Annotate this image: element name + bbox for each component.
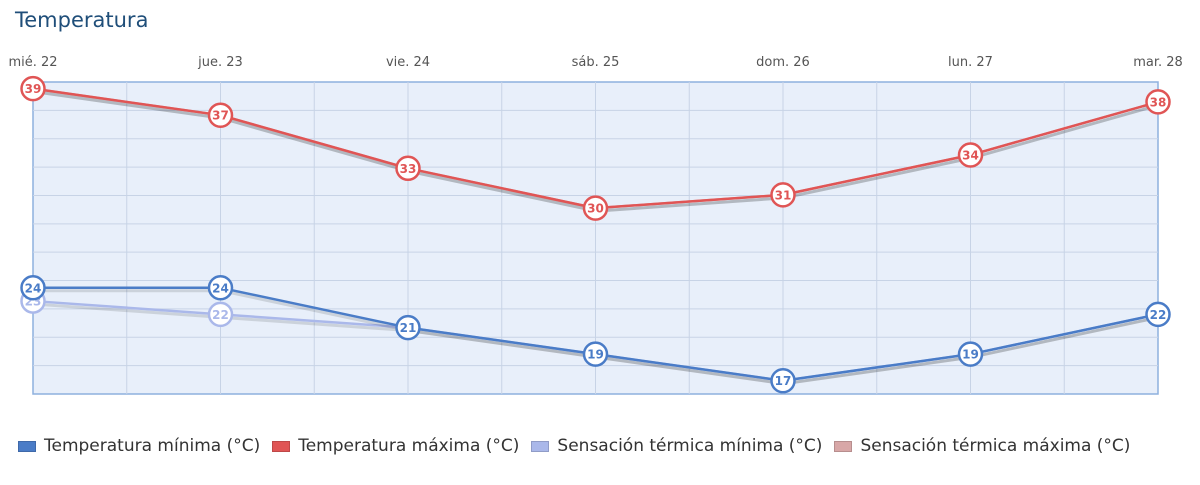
data-point xyxy=(395,155,421,182)
data-point xyxy=(582,341,609,367)
legend-item-feels-max[interactable]: Sensación térmica máxima (°C) xyxy=(834,436,1130,456)
data-label: 19 xyxy=(962,348,979,362)
data-label: 24 xyxy=(25,281,42,295)
x-tick-label: sáb. 25 xyxy=(572,55,620,70)
data-label: 38 xyxy=(1150,95,1167,109)
legend-label-min: Temperatura mínima (°C) xyxy=(44,436,261,456)
data-label: 34 xyxy=(962,149,979,163)
legend-item-min[interactable]: Temperatura mínima (°C) xyxy=(18,436,260,456)
legend-swatch-max xyxy=(272,440,291,452)
x-tick-label: jue. 23 xyxy=(197,55,243,70)
data-point xyxy=(957,341,984,367)
data-point xyxy=(207,301,234,328)
data-label: 22 xyxy=(1150,308,1167,322)
data-point xyxy=(770,367,796,394)
chart-legend: Temperatura mínima (°C) Temperatura máxi… xyxy=(18,436,1142,456)
data-label: 33 xyxy=(400,162,417,176)
legend-label-max: Temperatura máxima (°C) xyxy=(298,436,520,456)
data-label: 31 xyxy=(775,188,792,202)
legend-label-feels-max: Sensación térmica máxima (°C) xyxy=(860,436,1131,456)
data-label: 37 xyxy=(212,109,229,123)
legend-swatch-feels-min xyxy=(531,440,550,452)
data-label: 21 xyxy=(400,321,417,335)
data-label: 17 xyxy=(775,374,792,388)
data-point xyxy=(20,275,46,301)
legend-label-feels-min: Sensación térmica mínima (°C) xyxy=(557,436,823,456)
data-label: 19 xyxy=(587,348,604,362)
temperature-line-chart: mié. 22 jue. 23 vie. 24 sáb. 25 dom. 26 lun. … xyxy=(8,55,1183,395)
x-tick-label: dom. 26 xyxy=(756,55,810,70)
x-tick-label: vie. 24 xyxy=(386,55,430,70)
x-tick-label: mar. 28 xyxy=(1133,55,1183,70)
x-tick-label: mié. 22 xyxy=(8,55,57,70)
data-point xyxy=(1145,89,1171,115)
data-point xyxy=(207,275,234,301)
data-point xyxy=(770,182,796,208)
legend-item-feels-min[interactable]: Sensación térmica mínima (°C) xyxy=(531,436,822,456)
legend-swatch-min xyxy=(18,440,36,452)
legend-swatch-feels-max xyxy=(834,440,853,452)
data-point xyxy=(1145,301,1171,328)
data-point xyxy=(395,314,421,341)
data-label: 24 xyxy=(212,281,229,295)
x-tick-label: lun. 27 xyxy=(948,55,993,70)
chart-title: Temperatura xyxy=(15,8,149,32)
data-point xyxy=(957,142,984,168)
data-label: 39 xyxy=(25,82,42,96)
data-label: 22 xyxy=(212,308,229,322)
data-point xyxy=(20,75,46,102)
data-label: 30 xyxy=(587,202,604,216)
data-point xyxy=(582,195,609,221)
legend-item-max[interactable]: Temperatura máxima (°C) xyxy=(272,436,519,456)
data-point xyxy=(207,102,234,128)
